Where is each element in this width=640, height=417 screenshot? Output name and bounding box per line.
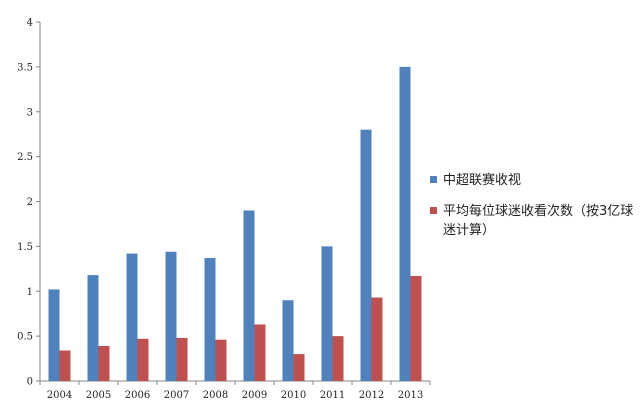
bar-series-2-2009 (254, 324, 266, 381)
y-tick-label: 2 (27, 197, 33, 208)
bar-series-1-2005 (87, 275, 99, 381)
bar-series-2-2007 (176, 337, 188, 381)
x-axis: 2004 2005 2006 2007 2008 2009 2010 2011 2012 2013 (39, 380, 431, 401)
bar-series-1-2006 (126, 253, 138, 381)
y-tick-label: 0 (27, 377, 33, 388)
x-tick-label: 2004 (47, 390, 72, 401)
x-tick-label: 2010 (281, 390, 306, 401)
y-tick-label: 0.5 (17, 332, 33, 343)
legend-item-series-2: 平均每位球迷收看次数（按3亿球迷计算） (430, 202, 635, 240)
bars (48, 66, 422, 381)
bar-series-1-2008 (204, 258, 216, 381)
x-tick-label: 2005 (86, 390, 111, 401)
legend-swatch-series-2 (430, 207, 437, 214)
bar-series-2-2004 (59, 350, 71, 381)
bar-series-1-2010 (282, 300, 294, 381)
x-tick-label: 2008 (203, 390, 228, 401)
bar-series-1-2009 (243, 210, 255, 381)
bar-series-1-2013 (399, 66, 411, 381)
x-tick-label: 2013 (398, 390, 423, 401)
bar-series-2-2013 (410, 275, 422, 381)
legend-item-series-1: 中超联赛收视 (430, 171, 635, 190)
bar-series-2-2011 (332, 336, 344, 381)
y-tick-label: 3.5 (17, 62, 33, 73)
bar-series-2-2012 (371, 297, 383, 381)
bar-series-1-2007 (165, 251, 177, 381)
legend-swatch-series-1 (430, 176, 437, 183)
y-tick-label: 3 (27, 107, 33, 118)
x-tick-label: 2007 (164, 390, 189, 401)
y-tick-label: 1 (27, 287, 33, 298)
y-tick-label: 4 (27, 18, 33, 29)
legend-label-series-1: 中超联赛收视 (443, 173, 522, 188)
bar-series-1-2004 (48, 289, 60, 381)
legend: 中超联赛收视 平均每位球迷收看次数（按3亿球迷计算） (430, 171, 635, 252)
x-tick-label: 2006 (125, 390, 150, 401)
bar-series-1-2012 (360, 129, 372, 381)
bar-series-2-2008 (215, 339, 227, 381)
bar-series-2-2010 (293, 354, 305, 381)
y-tick-label: 2.5 (17, 152, 33, 163)
y-tick-label: 1.5 (17, 242, 33, 253)
x-tick-label: 2009 (242, 390, 267, 401)
bar-series-1-2011 (321, 246, 333, 381)
x-tick-label: 2011 (320, 390, 345, 401)
bar-series-2-2005 (98, 345, 110, 381)
y-axis: 0 0.5 1 1.5 2 2.5 3 3.5 4 (17, 18, 41, 388)
legend-label-series-2: 平均每位球迷收看次数（按3亿球迷计算） (443, 204, 634, 238)
x-tick-label: 2012 (359, 390, 384, 401)
bar-series-2-2006 (137, 338, 149, 381)
